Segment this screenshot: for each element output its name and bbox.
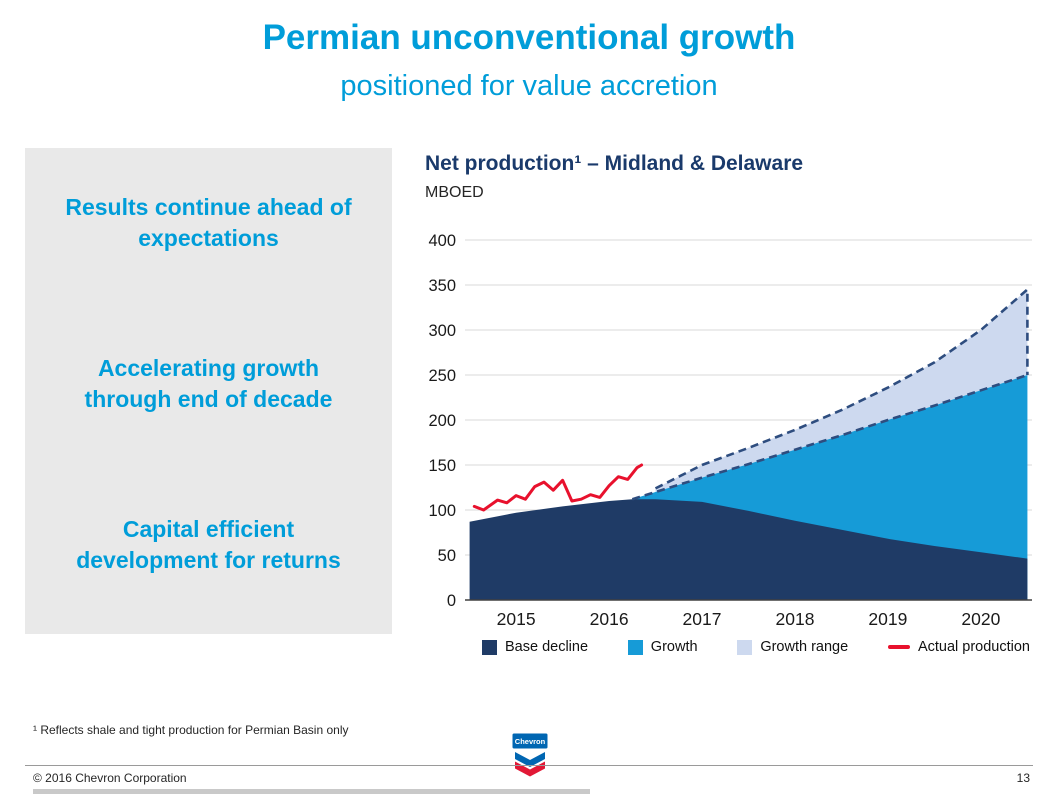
key-message-results: Results continue ahead of expectations — [65, 194, 352, 252]
chart-units-label: MBOED — [425, 184, 484, 201]
key-message-growth: Accelerating growth through end of decad… — [84, 354, 333, 412]
key-message-capital: Capital efficient development for return… — [76, 515, 341, 573]
logo-wordmark: Chevron — [515, 737, 546, 746]
legend-item-growth: Growth — [627, 639, 698, 655]
slide-subtitle: positioned for value accretion — [340, 70, 718, 102]
legend-item-base-decline: Base decline — [482, 639, 588, 655]
x-tick-label: 2019 — [868, 609, 907, 629]
x-tick-label: 2017 — [683, 609, 722, 629]
slide-title: Permian unconventional growth — [262, 18, 796, 57]
footnote: ¹ Reflects shale and tight production fo… — [33, 723, 349, 737]
y-tick-label: 250 — [428, 367, 456, 385]
actual-production-line — [472, 463, 644, 512]
legend-label: Base decline — [505, 639, 589, 655]
legend-label: Actual production — [917, 639, 1030, 655]
growth-swatch — [627, 639, 643, 655]
net-production-chart: 0 50 100 150 200 250 300 350 400 2015 2016 2017 2018… — [428, 232, 1032, 629]
growth-range-outline — [654, 286, 1029, 490]
footer-divider — [25, 765, 1033, 766]
growth-range-swatch — [737, 639, 753, 655]
base-decline-area — [469, 499, 1028, 600]
base-decline-swatch — [482, 639, 497, 655]
logo-blue-chevron-icon — [515, 752, 545, 767]
y-tick-label: 150 — [428, 457, 456, 475]
legend-label: Growth range — [760, 639, 849, 655]
y-tick-label: 50 — [438, 547, 456, 565]
chart-legend: Base decline Growth Growth range Actual … — [482, 639, 1030, 655]
y-tick-label: 300 — [428, 322, 456, 340]
logo-wordmark-band — [512, 733, 548, 749]
x-tick-label: 2015 — [497, 609, 536, 629]
x-tick-label: 2016 — [590, 609, 629, 629]
y-tick-label: 0 — [447, 592, 456, 610]
legend-item-actual-production: Actual production — [887, 639, 1030, 655]
actual-production-swatch — [887, 645, 910, 649]
y-tick-label: 400 — [428, 232, 456, 250]
y-tick-label: 100 — [428, 502, 456, 520]
chart-title: Net production¹ – Midland & Delaware — [425, 152, 804, 175]
x-tick-label: 2018 — [776, 609, 815, 629]
bottom-scrollbar[interactable] — [33, 789, 590, 794]
legend-label: Growth — [650, 639, 698, 655]
y-tick-label: 350 — [428, 277, 456, 295]
legend-item-growth-range: Growth range — [737, 639, 848, 655]
logo-red-chevron-icon — [515, 761, 545, 777]
page-number: 13 — [1016, 771, 1030, 785]
copyright-text: © 2016 Chevron Corporation — [33, 771, 187, 785]
growth-outline — [631, 373, 1028, 501]
key-messages-panel: Results continue ahead of expectations A… — [25, 148, 392, 634]
x-tick-label: 2020 — [961, 609, 1000, 629]
y-tick-label: 200 — [428, 412, 456, 430]
chevron-logo: Chevron — [512, 733, 548, 777]
